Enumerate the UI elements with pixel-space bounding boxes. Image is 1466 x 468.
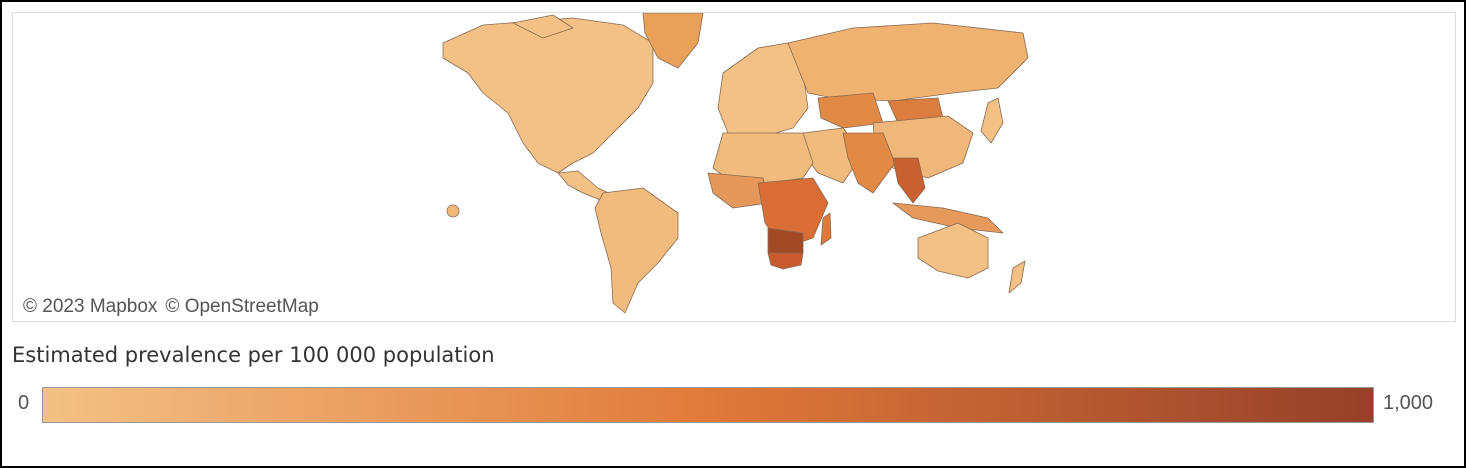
mapbox-attribution-link[interactable]: © 2023 Mapbox: [23, 296, 158, 317]
legend-max-label: 1,000: [1383, 392, 1434, 414]
new-zealand-shape: [1008, 260, 1026, 294]
greenland-shape: [642, 13, 704, 69]
north-america-shape: [442, 17, 654, 174]
southeast-asia-shape: [892, 157, 926, 204]
openstreetmap-attribution-link[interactable]: © OpenStreetMap: [165, 296, 319, 317]
russia-shape: [787, 22, 1029, 102]
legend-color-ramp: [42, 387, 1374, 423]
map-attribution[interactable]: © 2023 Mapbox © OpenStreetMap: [19, 295, 331, 319]
legend-min-label: 0: [18, 392, 30, 414]
south-africa-shape: [767, 252, 804, 270]
madagascar-shape: [820, 212, 832, 246]
legend-title: Estimated prevalence per 100 000 populat…: [12, 343, 495, 367]
map-canvas[interactable]: [13, 13, 1455, 321]
pacific-island-shape: [446, 204, 460, 218]
europe-shape: [717, 42, 809, 139]
south-america-shape: [594, 187, 679, 314]
south-asia-shape: [842, 132, 896, 194]
arctic-islands-shape: [512, 14, 574, 39]
australia-shape: [917, 222, 989, 279]
world-map[interactable]: © 2023 Mapbox © OpenStreetMap: [12, 12, 1456, 322]
indonesia-shape: [892, 202, 1004, 234]
kazakhstan-shape: [817, 92, 884, 129]
japan-shape: [980, 97, 1004, 144]
west-africa-shape: [707, 172, 769, 209]
